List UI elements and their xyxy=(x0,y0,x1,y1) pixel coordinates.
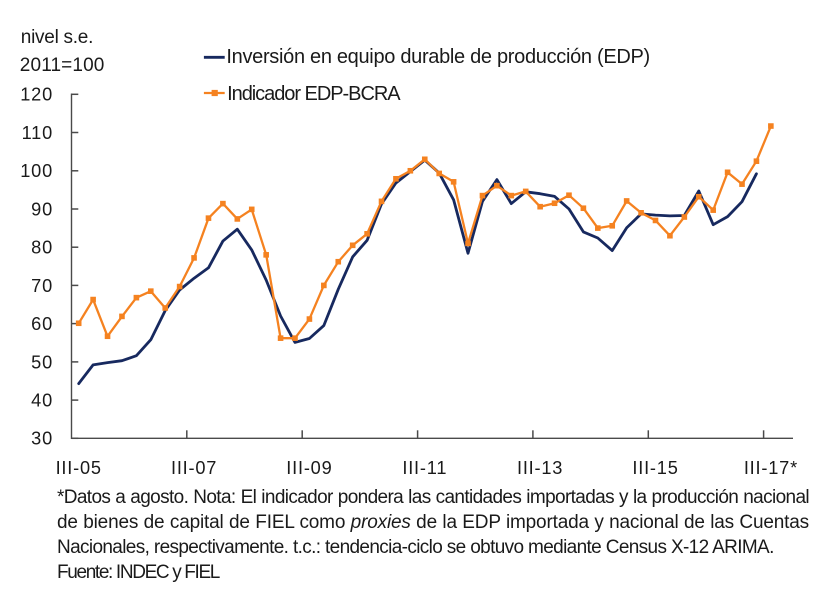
svg-text:III-05: III-05 xyxy=(56,458,102,478)
svg-text:III-15: III-15 xyxy=(632,458,678,478)
svg-text:30: 30 xyxy=(31,429,53,449)
svg-text:110: 110 xyxy=(22,123,53,143)
svg-text:60: 60 xyxy=(31,314,53,334)
svg-text:III-07: III-07 xyxy=(171,458,217,478)
svg-text:70: 70 xyxy=(31,276,53,296)
svg-text:90: 90 xyxy=(31,199,53,219)
svg-text:100: 100 xyxy=(20,161,53,181)
svg-text:80: 80 xyxy=(31,238,53,258)
svg-text:III-09: III-09 xyxy=(286,458,332,478)
svg-text:40: 40 xyxy=(31,391,53,411)
svg-text:120: 120 xyxy=(20,85,53,105)
svg-text:III-13: III-13 xyxy=(517,458,563,478)
svg-text:III-11: III-11 xyxy=(402,458,447,478)
svg-text:50: 50 xyxy=(31,352,53,372)
svg-text:III-17*: III-17* xyxy=(744,458,798,478)
